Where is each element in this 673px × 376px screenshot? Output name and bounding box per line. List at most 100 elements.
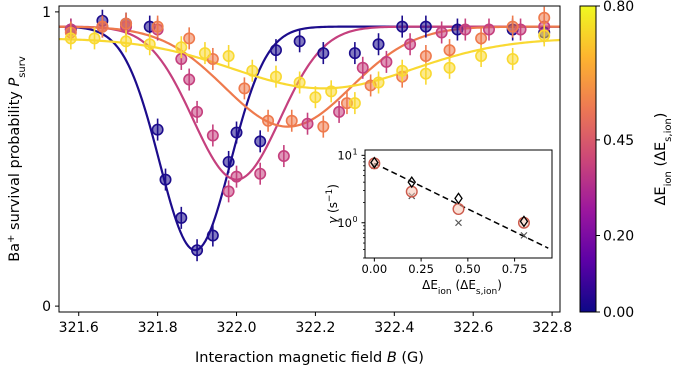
data-point [96,20,109,33]
fit-curve-1 [59,25,560,181]
data-point [348,47,361,60]
y-tick-label: 1 [42,5,51,21]
x-tick-label: 321.8 [138,320,178,336]
data-point [206,229,219,242]
inset-y-tick-exponent: 0 [353,215,358,224]
x-tick-label: 322.4 [374,320,414,336]
colorbar-tick-label: 0.00 [603,305,634,321]
data-point [120,35,133,48]
data-point [396,20,409,33]
data-point [419,20,432,33]
data-point [443,61,456,74]
data-point [404,38,417,51]
data-point [285,114,298,127]
data-point [506,52,519,65]
data-point [309,91,322,104]
data-point [482,23,495,36]
inset-x-axis-label: ΔEion (ΔEs,ion) [422,278,502,297]
x-tick-label: 322.6 [453,320,493,336]
inset-diamond-marker [519,215,529,228]
data-point [183,32,196,45]
inset-y-tick-label: 10 [337,148,352,162]
data-point [435,26,448,39]
data-point [151,123,164,136]
inset-y-tick-label: 10 [337,216,352,230]
inset-x-tick-label: 0.50 [455,262,481,276]
data-point [538,29,551,42]
data-point [191,244,204,257]
data-point [222,50,235,63]
inset-y-axis-label: γ (s−1) [325,184,340,224]
inset-cross-marker [520,231,528,239]
y-axis-ticks: 01 [42,5,59,315]
inset-diamond-marker [370,156,379,169]
data-point [222,185,235,198]
x-tick-label: 321.6 [59,320,99,336]
data-point [238,82,251,95]
data-point [230,126,243,139]
data-point [293,76,306,89]
y-tick-label: 0 [42,299,51,315]
data-point [475,32,488,45]
main-plot-frame [58,5,561,313]
data-point [143,38,156,51]
data-point [459,23,472,36]
data-point [64,32,77,45]
data-point [269,44,282,57]
data-point [443,44,456,57]
data-point [254,167,267,180]
data-point [419,67,432,80]
data-point [175,41,188,54]
data-point [317,47,330,60]
data-point [183,73,196,86]
data-point [317,120,330,133]
data-point [151,20,164,33]
data-point [475,50,488,63]
colorbar-label: ΔEion (ΔEs,ion) [653,113,673,206]
data-point [269,70,282,83]
data-point [191,105,204,118]
data-point [277,150,290,163]
data-point [246,64,259,77]
data-point [301,117,314,130]
data-point [175,211,188,224]
data-point [333,105,346,118]
colorbar-ticks: 0.00 0.20 0.45 0.80 [596,0,634,321]
inset-x-tick-label: 0.00 [362,262,388,276]
data-point [198,47,211,60]
x-tick-label: 322.8 [532,320,572,336]
inset-circle-marker [452,202,465,215]
data-point [230,170,243,183]
data-point [419,50,432,63]
y-axis-label: Ba+ survival probability Psurv [6,56,28,262]
data-point [325,85,338,98]
data-point [206,52,219,65]
inset-data [368,156,549,249]
data-point [380,55,393,68]
data-point [159,173,172,186]
data-point [538,11,551,24]
data-point [88,32,101,45]
data-point [222,155,235,168]
inset-diamond-marker [407,176,417,189]
colorbar: 0.00 0.20 0.45 0.80 ΔEion (ΔEs,ion) [579,0,673,321]
inset-y-tick-exponent: 1 [353,147,358,156]
data-points [64,6,551,262]
data-point [356,61,369,74]
x-axis-ticks: 321.6 321.8 322.0 322.2 322.4 322.6 322.8 [59,312,572,336]
data-point [396,64,409,77]
inset-frame [364,149,553,259]
data-point [120,17,133,30]
data-point [206,129,219,142]
data-point [262,114,275,127]
data-point [254,135,267,148]
data-point [348,97,361,110]
data-point [293,35,306,48]
x-axis-label: Interaction magnetic field B (G) [195,350,424,366]
fit-curve-3 [59,37,560,90]
x-tick-label: 322.2 [295,320,335,336]
data-point [506,20,519,33]
colorbar-tick-label: 0.20 [603,229,634,245]
inset-x-tick-label: 0.75 [502,262,528,276]
